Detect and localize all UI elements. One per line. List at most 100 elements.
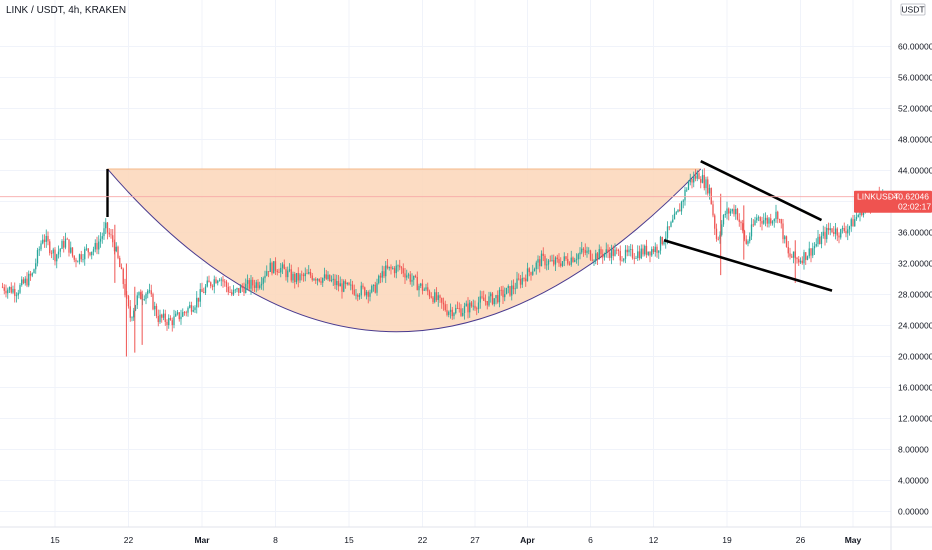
candle-body	[460, 308, 462, 316]
currency-badge[interactable]: USDT	[900, 3, 926, 16]
candle-body	[792, 251, 795, 258]
candle-body	[119, 257, 121, 268]
candle-body	[332, 278, 334, 280]
candle-body	[299, 274, 301, 281]
candle-body	[607, 249, 609, 253]
candle-body	[122, 268, 124, 285]
candle-body	[29, 273, 32, 276]
candle-body	[764, 217, 767, 221]
candle-body	[568, 263, 571, 265]
candle-body	[50, 253, 53, 254]
candle-body	[455, 308, 457, 314]
last-price-tag-box	[854, 190, 932, 213]
candle-body	[512, 285, 515, 290]
candle-body	[376, 283, 378, 293]
candle-body	[444, 304, 446, 311]
candle-body	[449, 309, 452, 312]
candle-body	[413, 275, 415, 280]
candle-body	[245, 283, 247, 293]
candle-body	[274, 261, 277, 271]
candle-body	[652, 249, 655, 253]
y-tick-label: 12.00000	[898, 414, 932, 424]
candle-body	[518, 278, 520, 280]
candle-body	[8, 286, 11, 290]
candle-body	[554, 257, 557, 265]
candle-body	[586, 250, 588, 253]
candle-body	[276, 270, 278, 273]
candle-body	[659, 237, 662, 251]
candle-body	[631, 249, 634, 258]
candle-body	[504, 294, 506, 298]
candle-body	[369, 292, 371, 297]
candle-body	[89, 252, 91, 256]
price-axis[interactable]: 0.00000 4.00000 8.00000 12.00000 16.00000 20.…	[898, 42, 932, 517]
candle-body	[19, 285, 21, 293]
candle-body	[453, 313, 455, 317]
candle-body	[745, 239, 747, 244]
candle-body	[407, 274, 410, 276]
candle-body	[311, 275, 313, 280]
candle-body	[241, 286, 243, 289]
candle-body	[243, 288, 245, 293]
candle-body	[1, 286, 4, 288]
candle-body	[157, 316, 159, 322]
x-tick-label: 26	[796, 535, 806, 545]
candle-body	[808, 248, 810, 257]
candle-body	[411, 279, 413, 282]
candle-body	[770, 218, 772, 224]
candle-body	[481, 296, 483, 298]
candle-body	[579, 252, 581, 255]
candle-body	[493, 298, 495, 305]
candle-body	[845, 231, 847, 234]
candle-body	[519, 279, 522, 285]
candle-body	[127, 296, 130, 307]
candle-body	[817, 236, 819, 245]
candle-body	[257, 282, 259, 288]
candle-body	[234, 289, 236, 291]
candle-body	[54, 249, 56, 262]
candle-body	[605, 249, 607, 254]
candle-body	[736, 208, 739, 220]
channel-lower-trendline	[663, 239, 833, 292]
candle-body	[185, 312, 187, 314]
candle-body	[115, 246, 117, 252]
candle-body	[719, 234, 721, 240]
x-tick-label: 22	[124, 535, 134, 545]
time-axis[interactable]: 15 22 Mar 8 15 22 27 Apr 6 12 19 26 May	[50, 535, 861, 545]
candle-body	[199, 289, 201, 302]
candle-body	[479, 296, 481, 303]
candle-body	[470, 302, 473, 307]
candle-body	[791, 256, 793, 258]
candle-body	[133, 310, 135, 318]
candle-body	[642, 248, 644, 255]
candle-body	[847, 229, 849, 234]
candle-body	[24, 278, 26, 284]
candle-body	[108, 232, 110, 235]
candle-body	[287, 270, 289, 278]
candle-body	[166, 321, 168, 326]
candle-body	[595, 253, 597, 261]
candle-body	[344, 281, 347, 285]
candle-body	[439, 295, 441, 298]
candle-body	[131, 317, 133, 319]
candle-body	[138, 292, 140, 296]
candle-body	[134, 305, 137, 311]
candle-body	[211, 286, 214, 287]
x-tick-label: 8	[273, 535, 278, 545]
candle-body	[778, 219, 781, 220]
candle-body	[337, 281, 340, 287]
candle-body	[483, 297, 485, 301]
candle-body	[194, 307, 196, 311]
candle-body	[546, 264, 548, 266]
candle-body	[329, 274, 331, 281]
candle-body	[105, 222, 107, 229]
candle-body	[740, 221, 742, 224]
candle-body	[248, 280, 250, 289]
candle-body	[589, 250, 592, 260]
candle-body	[556, 257, 558, 259]
x-tick-label: Apr	[520, 535, 535, 545]
candle-body	[738, 219, 740, 222]
candle-body	[400, 267, 403, 269]
